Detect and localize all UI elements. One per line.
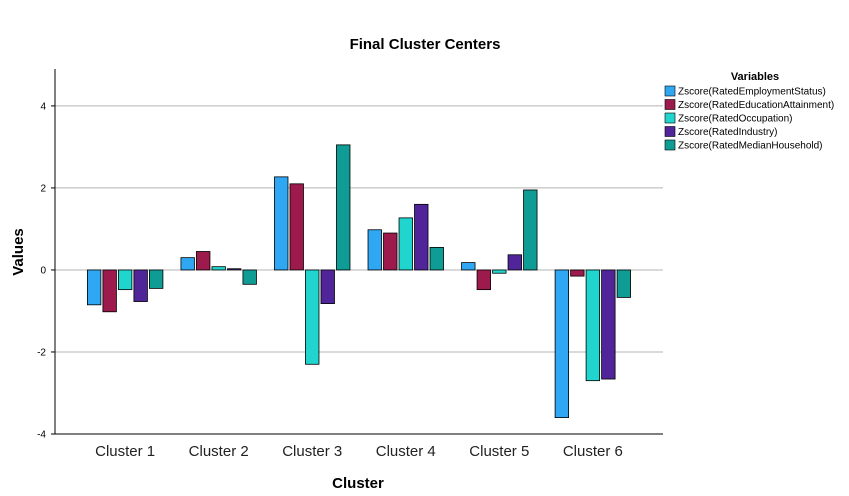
- bar: [367, 229, 382, 271]
- bar: [570, 269, 585, 277]
- bar: [476, 269, 491, 291]
- x-tick-label: Cluster 5: [469, 443, 529, 460]
- legend-label: Zscore(RatedEmploymentStatus): [678, 87, 826, 98]
- legend-swatch: [664, 99, 676, 110]
- chart-title: Final Cluster Centers: [350, 36, 501, 53]
- bar: [398, 217, 413, 271]
- bar: [227, 268, 242, 271]
- legend-title: Variables: [731, 71, 779, 83]
- x-tick-label: Cluster 2: [189, 443, 249, 460]
- bar: [320, 269, 335, 304]
- x-tick-label: Cluster 3: [282, 443, 342, 460]
- y-tick-label: 0: [40, 265, 46, 276]
- bar: [601, 269, 616, 380]
- x-tick-label: Cluster 6: [563, 443, 623, 460]
- bar: [507, 254, 522, 271]
- legend-label: Zscore(RatedMedianHousehold): [678, 141, 823, 152]
- bar: [274, 176, 289, 271]
- bar: [133, 269, 148, 302]
- bar: [585, 269, 600, 382]
- bar: [554, 269, 569, 418]
- bar: [149, 269, 164, 289]
- x-tick-label: Cluster 1: [95, 443, 155, 460]
- legend: Variables Zscore(RatedEmploymentStatus) Z…: [664, 71, 834, 152]
- y-tick-labels: -4 -2 0 2 4: [37, 101, 46, 440]
- x-axis-title: Cluster: [332, 475, 384, 492]
- bar: [305, 269, 320, 365]
- legend-swatch: [664, 139, 676, 151]
- bar: [429, 246, 444, 271]
- bar: [211, 266, 226, 271]
- legend-swatch: [664, 112, 676, 124]
- bar: [523, 189, 538, 271]
- bar: [383, 232, 398, 271]
- y-tick-label: 4: [40, 101, 46, 112]
- x-tick-labels: Cluster 1 Cluster 2 Cluster 3 Cluster 4 Clus…: [95, 443, 623, 460]
- legend-swatch: [664, 126, 676, 137]
- axes: [51, 69, 663, 435]
- bar: [461, 262, 476, 271]
- legend-label: Zscore(RatedEducationAttainment): [678, 100, 834, 111]
- bar: [289, 183, 304, 271]
- y-tick-label: -4: [37, 430, 46, 441]
- bar: [492, 269, 507, 274]
- y-tick-label: 2: [40, 183, 46, 194]
- bar: [180, 257, 195, 271]
- y-axis-title: Values: [10, 228, 27, 276]
- bar: [102, 269, 117, 313]
- bar: [118, 269, 133, 291]
- gridlines: [55, 105, 663, 353]
- bar: [414, 203, 429, 271]
- legend-swatch: [664, 85, 676, 97]
- bar: [242, 269, 257, 285]
- legend-label: Zscore(RatedIndustry): [678, 127, 777, 138]
- bar: [336, 144, 351, 271]
- legend-label: Zscore(RatedOccupation): [678, 114, 793, 125]
- bar: [196, 251, 211, 271]
- x-tick-label: Cluster 4: [376, 443, 436, 460]
- bar: [87, 269, 102, 306]
- y-tick-label: -2: [37, 347, 46, 358]
- bar: [616, 269, 631, 298]
- bars: [87, 144, 631, 418]
